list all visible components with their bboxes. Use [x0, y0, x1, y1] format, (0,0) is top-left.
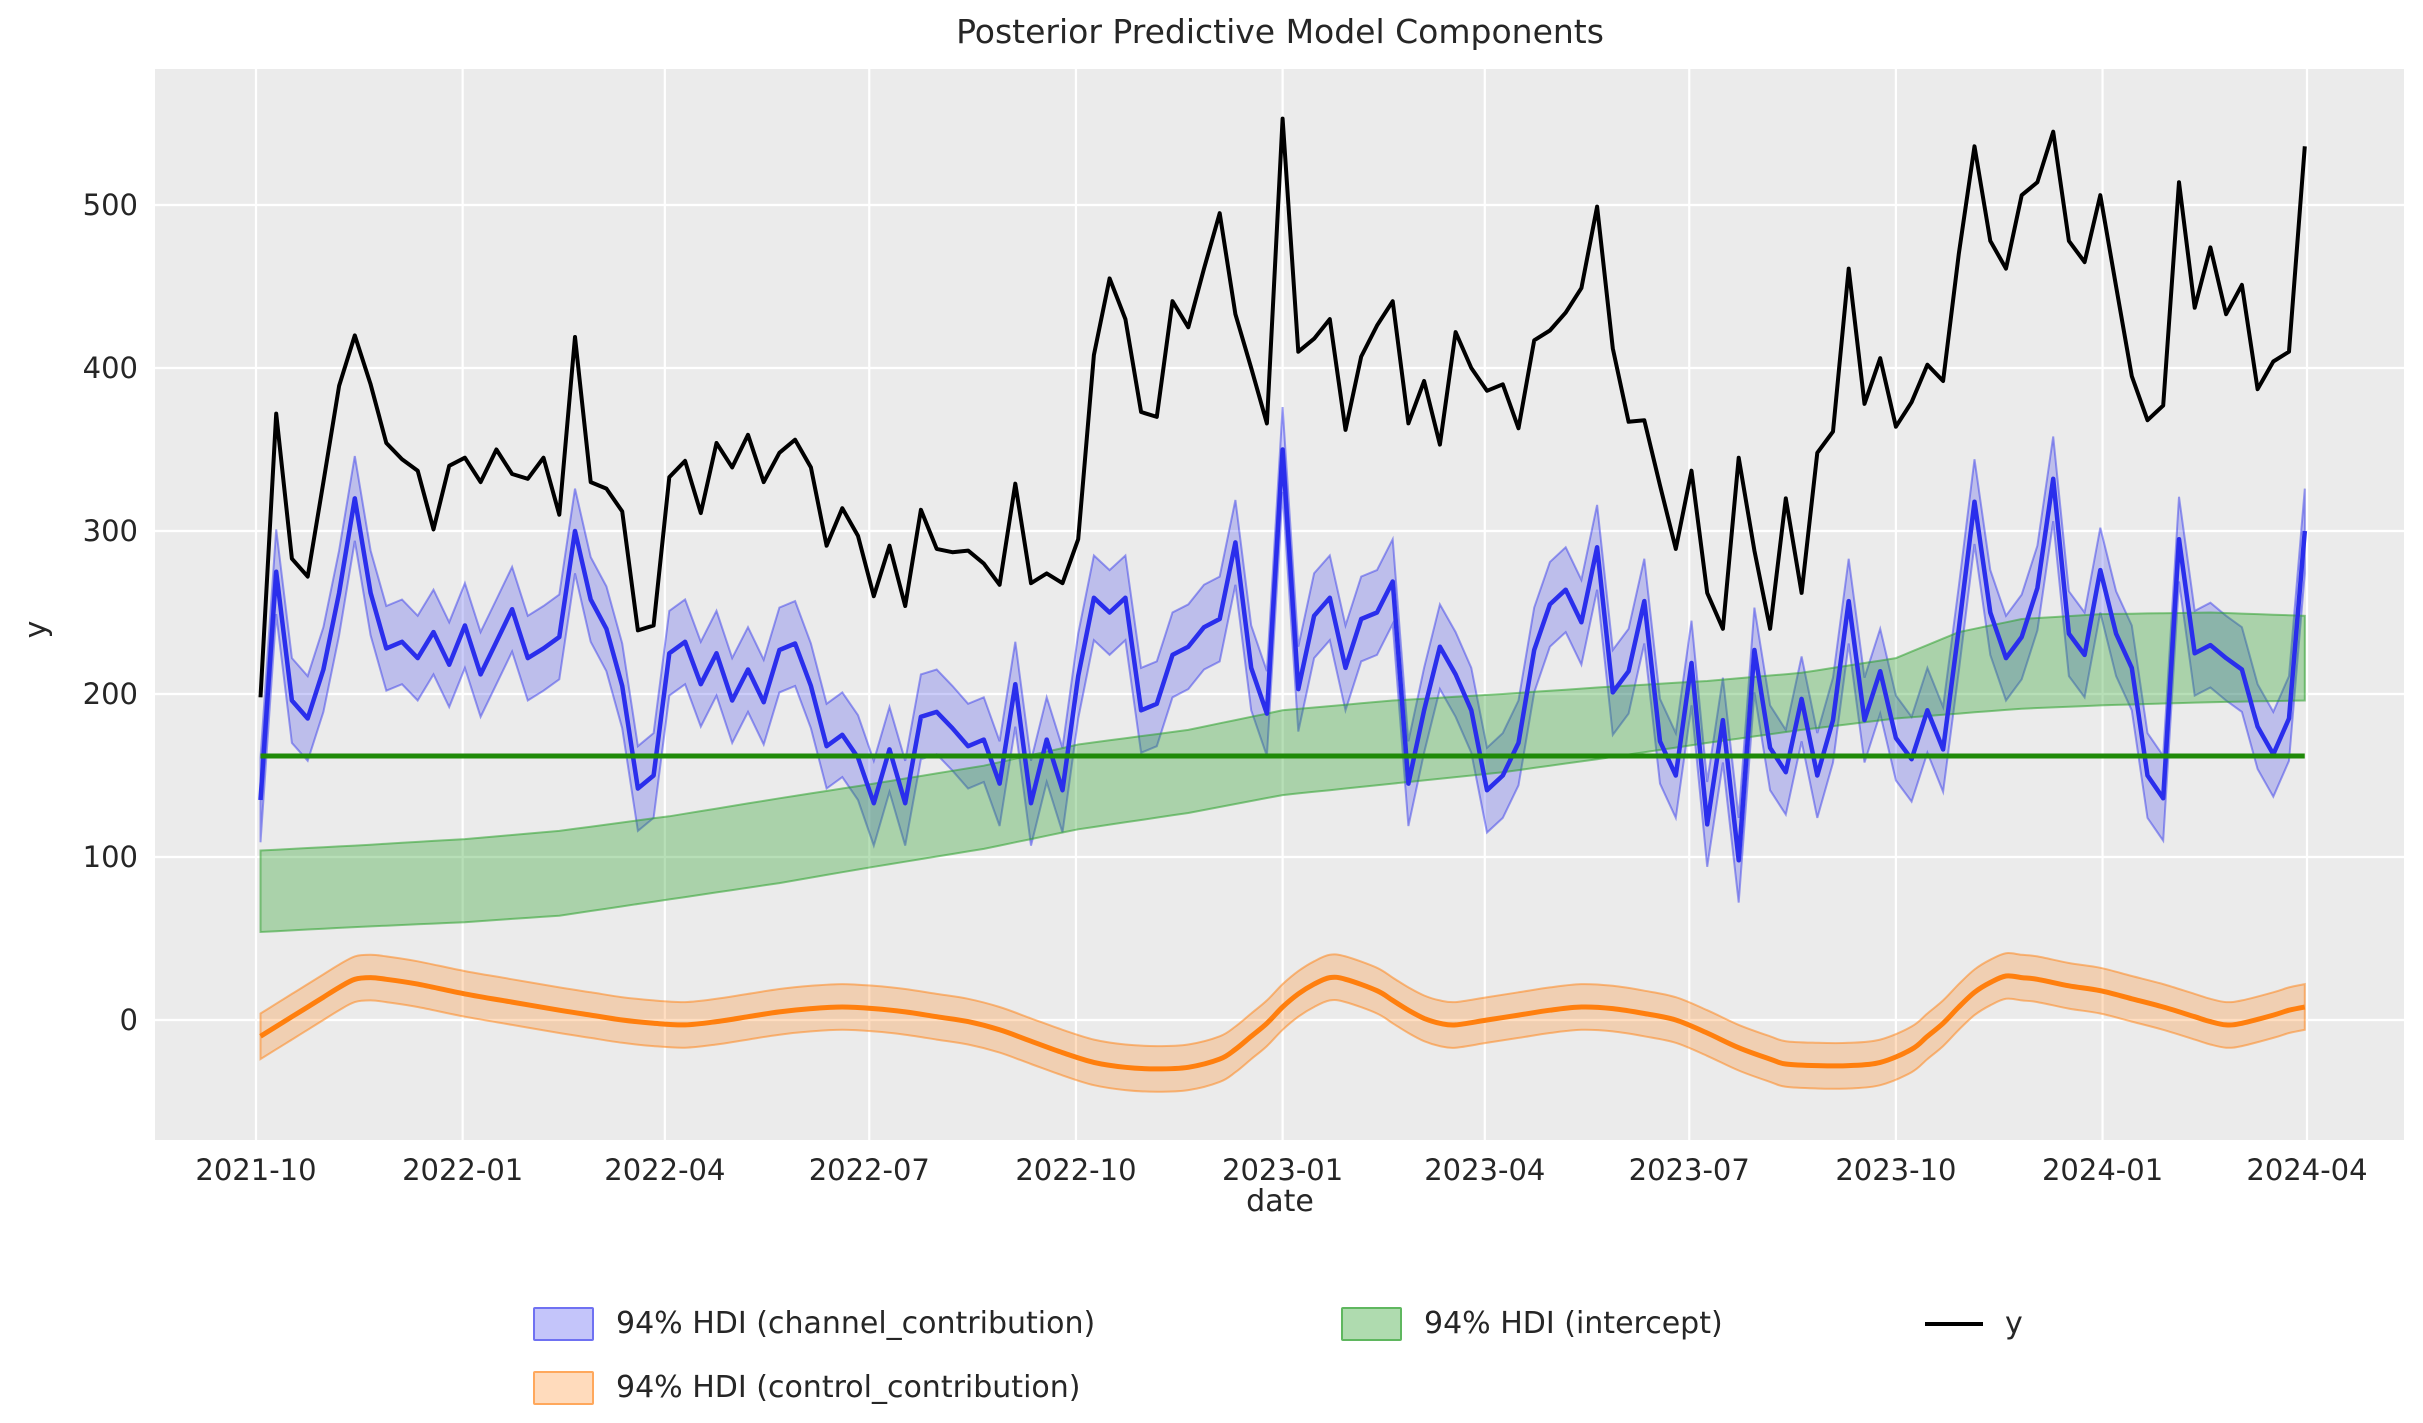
x-tick-label: 2024-01: [2042, 1153, 2163, 1187]
channel-mean-line: [258, 447, 2308, 863]
y-observed-line: [258, 116, 2307, 698]
legend-label-intercept: 94% HDI (intercept): [1424, 1306, 1723, 1341]
control-hdi-band: [259, 952, 2306, 1093]
y-tick-label: 100: [83, 840, 138, 874]
chart-title: Posterior Predictive Model Components: [956, 12, 1604, 51]
x-tick-label: 2023-07: [1629, 1153, 1750, 1187]
legend: 94% HDI (channel_contribution) 94% HDI (…: [0, 1286, 2423, 1416]
legend-item-y: y: [1925, 1306, 2023, 1341]
legend-label-control: 94% HDI (control_contribution): [616, 1370, 1081, 1405]
x-axis-label: date: [1246, 1184, 1314, 1219]
x-tick-label: 2021-10: [195, 1153, 316, 1187]
x-tick-label: 2023-01: [1222, 1153, 1343, 1187]
x-tick-label: 2022-07: [809, 1153, 930, 1187]
y-tick-label: 0: [120, 1003, 138, 1037]
legend-item-intercept: 94% HDI (intercept): [1341, 1306, 1723, 1341]
legend-item-control: 94% HDI (control_contribution): [533, 1370, 1080, 1405]
y-tick-label: 200: [83, 677, 138, 711]
control-hdi-swatch: [533, 1370, 594, 1405]
axis-ticks: 0 100 200 300 400 500 2021-10 2022-01 2022-04 202…: [83, 188, 2368, 1187]
gridlines: [155, 69, 2404, 1140]
legend-label-channel: 94% HDI (channel_contribution): [616, 1306, 1096, 1341]
series-layer: [258, 116, 2308, 1093]
x-tick-label: 2022-04: [604, 1153, 725, 1187]
channel-hdi-swatch: [533, 1306, 594, 1341]
x-tick-label: 2024-04: [2246, 1153, 2367, 1187]
control-mean-line: [259, 973, 2306, 1072]
x-tick-label: 2022-01: [402, 1153, 523, 1187]
legend-item-channel: 94% HDI (channel_contribution): [533, 1306, 1095, 1341]
y-line-swatch: [1925, 1321, 1983, 1326]
intercept-hdi-swatch: [1341, 1306, 1402, 1341]
legend-label-y: y: [2005, 1306, 2023, 1341]
y-tick-label: 300: [83, 514, 138, 548]
y-tick-label: 400: [83, 351, 138, 385]
x-tick-label: 2023-04: [1424, 1153, 1545, 1187]
x-tick-label: 2023-10: [1835, 1153, 1956, 1187]
y-tick-label: 500: [83, 188, 138, 222]
plot-area: [155, 69, 2404, 1140]
x-tick-label: 2022-10: [1015, 1153, 1136, 1187]
intercept-hdi-band: [259, 611, 2306, 934]
y-axis-label: y: [18, 620, 54, 639]
